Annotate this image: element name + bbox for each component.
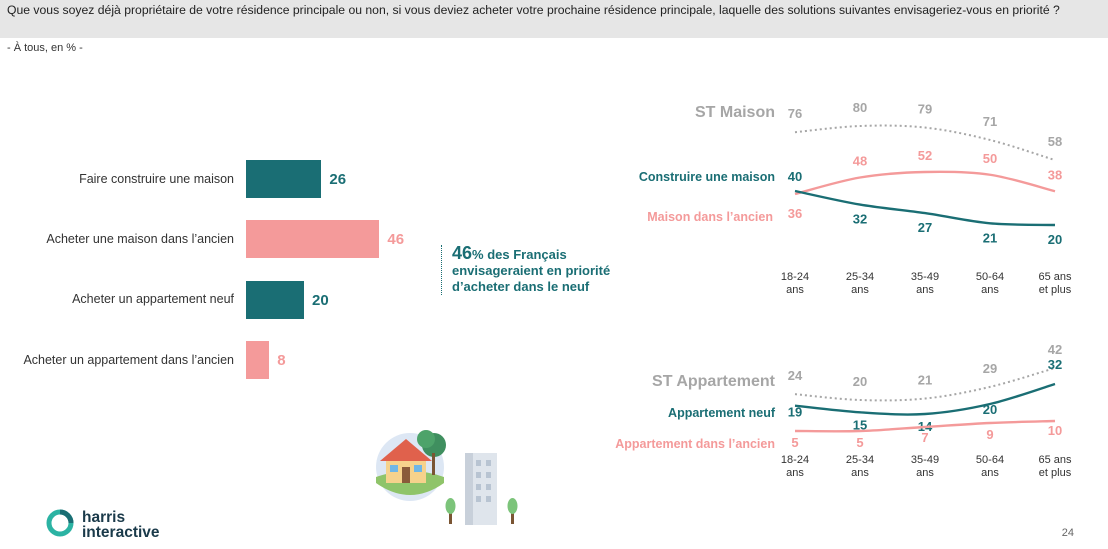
data-label: 36 [788, 206, 802, 221]
data-label: 80 [853, 100, 867, 115]
data-label: 32 [1048, 357, 1062, 372]
data-label: 19 [788, 405, 802, 420]
question-banner [0, 0, 1108, 38]
x-tick-label: ans [851, 284, 869, 296]
key-figure-callout: 46% des Français envisageraient en prior… [441, 243, 652, 295]
x-tick-label: 18-24 [781, 271, 809, 283]
data-label: 15 [853, 417, 867, 432]
data-label: 21 [983, 230, 997, 245]
data-label: 27 [918, 220, 932, 235]
x-tick-label: 18-24 [781, 454, 809, 466]
data-label: 20 [853, 374, 867, 389]
data-label: 21 [918, 373, 932, 388]
x-tick-label: 50-64 [976, 454, 1004, 466]
callout-line-2: envisageraient en priorité [452, 263, 611, 278]
data-label: 24 [788, 368, 803, 383]
data-label: 79 [918, 102, 932, 117]
series-label: ST Appartement [652, 373, 776, 390]
building-illustration-icon [445, 453, 518, 525]
bar-value-label: 26 [329, 171, 347, 188]
x-tick-label: ans [916, 467, 934, 479]
series-line [794, 189, 1056, 227]
data-label: 40 [788, 169, 802, 184]
x-tick-label: ans [851, 467, 869, 479]
bar-label: Acheter un appartement neuf [72, 292, 234, 306]
x-tick-label: et plus [1039, 284, 1072, 296]
callout-number: 46 [452, 243, 473, 263]
x-tick-label: ans [981, 467, 999, 479]
x-tick-label: 35-49 [911, 271, 939, 283]
house-illustration-icon [376, 430, 446, 501]
data-label: 5 [856, 435, 863, 450]
bar-value-label: 20 [312, 292, 329, 309]
x-tick-label: ans [981, 284, 999, 296]
page-number: 24 [1061, 527, 1074, 539]
series-label: Appartement dans l’ancien [615, 437, 775, 451]
data-label: 7 [921, 430, 928, 445]
data-label: 10 [1048, 423, 1062, 438]
x-tick-label: 25-34 [846, 454, 874, 466]
data-label: 20 [1048, 232, 1062, 247]
x-tick-label: 25-34 [846, 271, 874, 283]
data-label: 58 [1048, 134, 1062, 149]
base-note: - À tous, en % - [7, 42, 83, 54]
logo-ring-icon [46, 509, 74, 537]
series-line [794, 170, 1056, 196]
logo-text-interactive: interactive [82, 524, 160, 541]
data-label: 71 [983, 114, 997, 129]
series-label: Construire une maison [639, 170, 775, 184]
callout-text: % des Français [472, 247, 567, 262]
bar-label: Acheter une maison dans l’ancien [46, 232, 234, 246]
bar-value-label: 46 [387, 231, 405, 248]
series-label: Maison dans l’ancien [647, 210, 773, 224]
x-tick-label: 65 ans [1038, 454, 1072, 466]
bar [246, 160, 322, 198]
data-label: 50 [983, 151, 997, 166]
logo-text-harris: harris [82, 509, 126, 526]
data-label: 20 [983, 402, 997, 417]
x-tick-label: 65 ans [1038, 271, 1072, 283]
x-tick-label: ans [786, 467, 804, 479]
data-label: 5 [791, 435, 798, 450]
series-label: Appartement neuf [668, 406, 776, 420]
data-label: 38 [1048, 167, 1062, 182]
data-label: 32 [853, 212, 867, 227]
data-label: 52 [918, 148, 932, 163]
series-label: ST Maison [695, 104, 775, 121]
bar-value-label: 8 [277, 352, 286, 369]
x-tick-label: ans [786, 284, 804, 296]
bar-label: Faire construire une maison [79, 172, 234, 186]
series-line [794, 124, 1056, 162]
data-label: 42 [1048, 342, 1062, 357]
data-label: 9 [986, 427, 993, 442]
bar [246, 341, 270, 379]
series-line [794, 419, 1056, 433]
bar [246, 281, 304, 319]
callout-line-3: d’acheter dans le neuf [452, 279, 590, 294]
bar-label: Acheter un appartement dans l’ancien [23, 353, 234, 367]
data-label: 29 [983, 361, 997, 376]
x-tick-label: 35-49 [911, 454, 939, 466]
data-label: 76 [788, 106, 802, 121]
x-tick-label: ans [916, 284, 934, 296]
bar [246, 220, 380, 258]
x-tick-label: 50-64 [976, 271, 1004, 283]
series-line [794, 382, 1056, 416]
series-line [794, 367, 1056, 402]
data-label: 48 [853, 154, 867, 169]
survey-question: Que vous soyez déjà propriétaire de votr… [7, 3, 1060, 17]
x-tick-label: et plus [1039, 467, 1072, 479]
